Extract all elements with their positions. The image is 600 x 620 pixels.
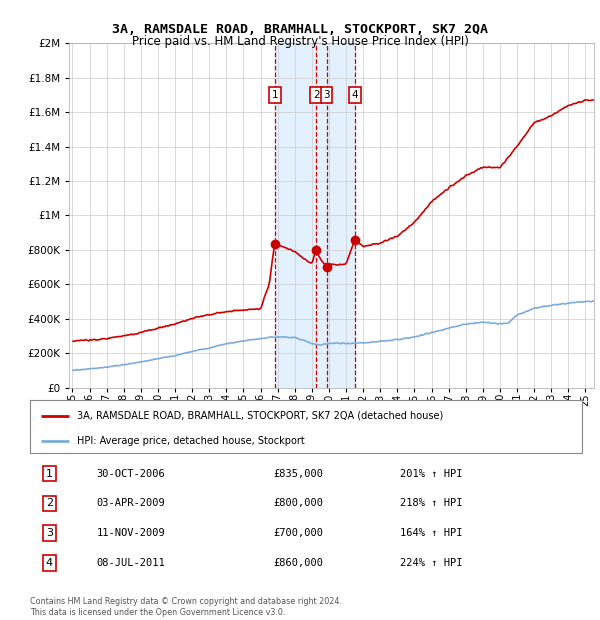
Text: 1: 1: [46, 469, 53, 479]
Text: 3A, RAMSDALE ROAD, BRAMHALL, STOCKPORT, SK7 2QA (detached house): 3A, RAMSDALE ROAD, BRAMHALL, STOCKPORT, …: [77, 410, 443, 421]
Text: 1: 1: [271, 90, 278, 100]
Text: 218% ↑ HPI: 218% ↑ HPI: [400, 498, 463, 508]
Text: Contains HM Land Registry data © Crown copyright and database right 2024.
This d: Contains HM Land Registry data © Crown c…: [30, 598, 342, 617]
Text: 164% ↑ HPI: 164% ↑ HPI: [400, 528, 463, 538]
Text: £800,000: £800,000: [273, 498, 323, 508]
Text: 3A, RAMSDALE ROAD, BRAMHALL, STOCKPORT, SK7 2QA: 3A, RAMSDALE ROAD, BRAMHALL, STOCKPORT, …: [112, 23, 488, 36]
Text: HPI: Average price, detached house, Stockport: HPI: Average price, detached house, Stoc…: [77, 436, 305, 446]
Text: 4: 4: [352, 90, 358, 100]
Text: 3: 3: [323, 90, 330, 100]
Bar: [275, 43, 355, 388]
Text: 2: 2: [46, 498, 53, 508]
Text: 4: 4: [46, 558, 53, 568]
Text: 08-JUL-2011: 08-JUL-2011: [96, 558, 165, 568]
Text: 03-APR-2009: 03-APR-2009: [96, 498, 165, 508]
Text: 224% ↑ HPI: 224% ↑ HPI: [400, 558, 463, 568]
Text: 11-NOV-2009: 11-NOV-2009: [96, 528, 165, 538]
Text: 2: 2: [313, 90, 319, 100]
Text: Price paid vs. HM Land Registry's House Price Index (HPI): Price paid vs. HM Land Registry's House …: [131, 35, 469, 48]
Text: 201% ↑ HPI: 201% ↑ HPI: [400, 469, 463, 479]
Text: 3: 3: [46, 528, 53, 538]
Text: £860,000: £860,000: [273, 558, 323, 568]
Text: 30-OCT-2006: 30-OCT-2006: [96, 469, 165, 479]
Text: £835,000: £835,000: [273, 469, 323, 479]
Text: £700,000: £700,000: [273, 528, 323, 538]
